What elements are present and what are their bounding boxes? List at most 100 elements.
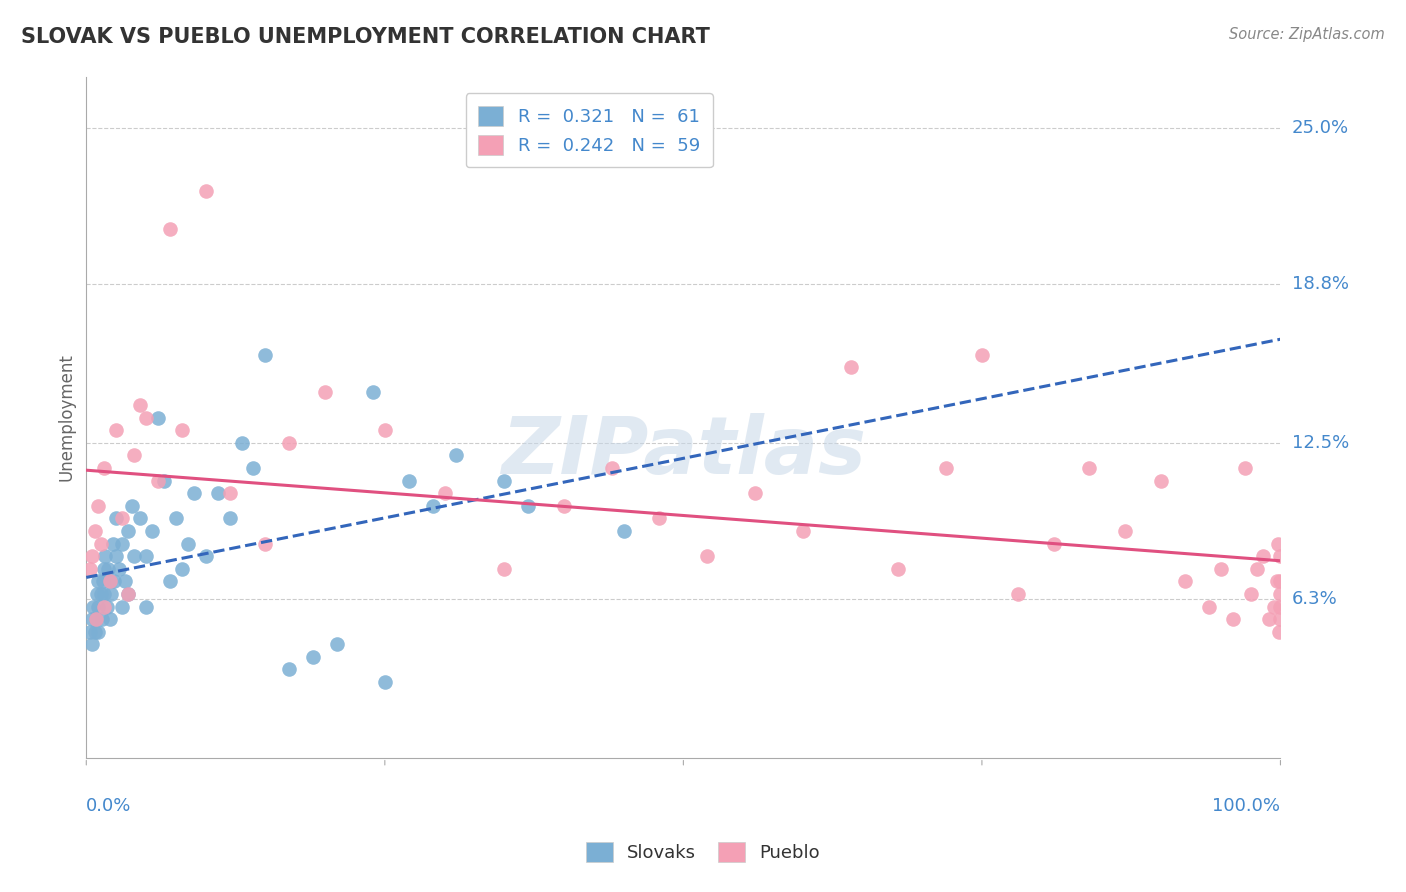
Point <box>374 675 396 690</box>
Point <box>1078 461 1101 475</box>
Point <box>135 410 157 425</box>
Point <box>117 587 139 601</box>
Point <box>1268 624 1291 639</box>
Point <box>194 184 217 198</box>
Point <box>494 562 516 576</box>
Text: 18.8%: 18.8% <box>1292 275 1348 293</box>
Point <box>94 549 117 563</box>
Point <box>361 385 384 400</box>
Point <box>121 499 143 513</box>
Point <box>1251 549 1274 563</box>
Point <box>122 549 145 563</box>
Point <box>114 574 136 589</box>
Point <box>1209 562 1232 576</box>
Point <box>96 599 118 614</box>
Point <box>1114 524 1136 538</box>
Point <box>90 536 112 550</box>
Point <box>79 562 101 576</box>
Point <box>183 486 205 500</box>
Text: ZIPatlas: ZIPatlas <box>501 413 866 491</box>
Point <box>129 398 152 412</box>
Point <box>82 599 104 614</box>
Point <box>231 435 253 450</box>
Point <box>117 587 139 601</box>
Point <box>1257 612 1279 626</box>
Point <box>170 423 193 437</box>
Point <box>494 474 516 488</box>
Point <box>1270 612 1292 626</box>
Point <box>218 486 240 500</box>
Point <box>93 599 115 614</box>
Point <box>1233 461 1256 475</box>
Point <box>105 423 128 437</box>
Point <box>254 536 277 550</box>
Point <box>1267 536 1289 550</box>
Point <box>107 562 129 576</box>
Point <box>83 524 105 538</box>
Point <box>648 511 671 525</box>
Point <box>105 549 128 563</box>
Point <box>129 511 152 525</box>
Point <box>165 511 187 525</box>
Point <box>600 461 623 475</box>
Point <box>326 637 349 651</box>
Point <box>177 536 200 550</box>
Point <box>105 511 128 525</box>
Point <box>87 624 110 639</box>
Point <box>218 511 240 525</box>
Point <box>194 549 217 563</box>
Point <box>422 499 444 513</box>
Legend: R =  0.321   N =  61, R =  0.242   N =  59: R = 0.321 N = 61, R = 0.242 N = 59 <box>465 94 713 168</box>
Point <box>100 587 122 601</box>
Point <box>553 499 575 513</box>
Point <box>517 499 540 513</box>
Text: 25.0%: 25.0% <box>1292 119 1348 136</box>
Point <box>103 574 125 589</box>
Point <box>374 423 396 437</box>
Point <box>90 587 112 601</box>
Point <box>153 474 176 488</box>
Point <box>159 574 181 589</box>
Point <box>792 524 814 538</box>
Point <box>1270 549 1292 563</box>
Point <box>1150 474 1173 488</box>
Point <box>1270 574 1292 589</box>
Point <box>87 499 110 513</box>
Legend: Slovaks, Pueblo: Slovaks, Pueblo <box>579 835 827 870</box>
Point <box>101 536 124 550</box>
Text: 0.0%: 0.0% <box>86 797 132 814</box>
Point <box>1246 562 1268 576</box>
Point <box>93 461 115 475</box>
Point <box>111 599 134 614</box>
Point <box>146 474 169 488</box>
Point <box>839 360 862 375</box>
Y-axis label: Unemployment: Unemployment <box>58 353 75 482</box>
Point <box>93 587 115 601</box>
Point <box>744 486 766 500</box>
Text: 12.5%: 12.5% <box>1292 434 1348 451</box>
Point <box>159 221 181 235</box>
Point <box>135 549 157 563</box>
Text: 100.0%: 100.0% <box>1212 797 1281 814</box>
Point <box>887 562 910 576</box>
Point <box>87 574 110 589</box>
Point <box>135 599 157 614</box>
Point <box>446 448 468 462</box>
Point <box>207 486 229 500</box>
Point <box>141 524 163 538</box>
Point <box>1265 574 1288 589</box>
Point <box>1270 599 1292 614</box>
Point <box>79 624 101 639</box>
Point <box>1174 574 1197 589</box>
Point <box>1270 587 1292 601</box>
Point <box>1198 599 1220 614</box>
Point <box>314 385 336 400</box>
Point <box>146 410 169 425</box>
Point <box>82 549 104 563</box>
Text: 6.3%: 6.3% <box>1292 590 1337 608</box>
Point <box>90 612 112 626</box>
Point <box>82 612 104 626</box>
Point <box>433 486 456 500</box>
Point <box>122 448 145 462</box>
Point <box>696 549 718 563</box>
